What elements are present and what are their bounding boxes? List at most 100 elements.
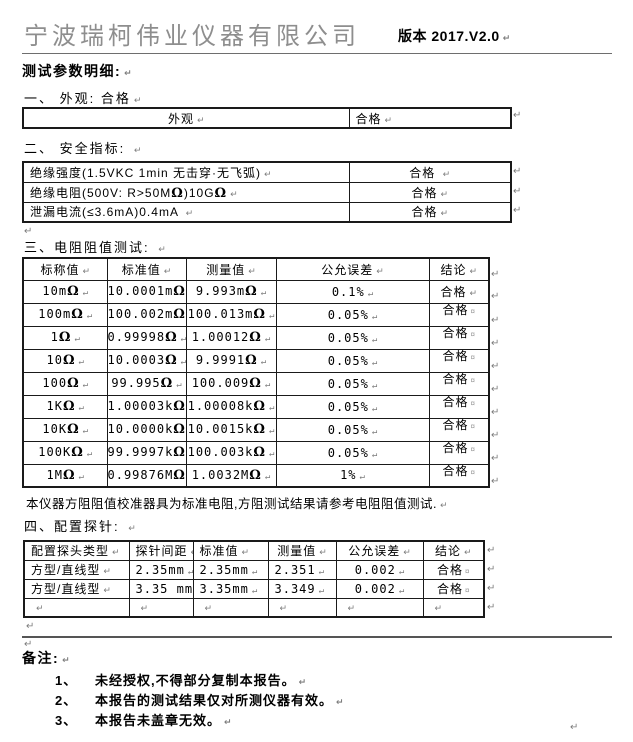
standard-cell: 99.9997kΩ↵: [106, 440, 187, 465]
paragraph-mark: ↵: [491, 361, 500, 372]
conclusion-cell: 合格 ¤: [428, 463, 490, 488]
column-header: 结论 ↵: [422, 540, 485, 561]
empty-cell: ↵: [335, 597, 424, 618]
column-header: 配置探头类型 ↵: [23, 540, 130, 561]
nominal-cell: 10KΩ ↵: [22, 417, 108, 442]
conclusion-cell: 合格 ¤: [428, 440, 490, 465]
table-row: 100KΩ↵ 99.9997kΩ↵ 100.003kΩ↵ 0.05%↵ 合格¤: [22, 440, 490, 465]
paragraph-mark: ↵: [513, 166, 522, 177]
safety-item-cell: 绝缘强度(1.5VKC 1min 无击穿·无飞弧) ↵: [22, 161, 350, 183]
nominal-cell: 10Ω ↵: [22, 348, 108, 373]
paragraph-mark: ↵: [491, 430, 500, 441]
tolerance-cell: 0.1% ↵: [275, 279, 430, 304]
measured-cell: 2.351 ↵: [267, 559, 337, 580]
tolerance-cell: 1% ↵: [275, 463, 430, 488]
table-header-row: 配置探头类型↵ 探针间距↵ 标准值↵ 测量值↵ 公允误差↵ 结论↵: [23, 540, 485, 561]
standard-cell: 99.995Ω ↵: [106, 371, 187, 396]
safety-result-cell: 合格 ↵: [348, 161, 512, 183]
appearance-table: 外观 ↵ 合格 ↵: [22, 107, 512, 129]
paragraph-mark: ↵: [487, 564, 496, 575]
column-header: 标准值 ↵: [106, 257, 187, 281]
paragraph-mark: ↵: [24, 639, 33, 650]
appearance-result-cell: 合格 ↵: [348, 107, 512, 129]
measured-cell: 3.349 ↵: [267, 578, 337, 599]
table-header-row: 标称值 ↵ 标准值 ↵ 测量值 ↵ 公允误差 ↵ 结论 ↵: [22, 257, 490, 281]
measured-cell: 100.003kΩ ↵: [185, 440, 277, 465]
tolerance-cell: 0.05% ↵: [275, 325, 430, 350]
paragraph-mark: ↵: [26, 621, 35, 632]
table-row: 10Ω ↵ 10.0003Ω ↵ 9.9991Ω ↵ 0.05% ↵ 合格 ¤: [22, 348, 490, 373]
paragraph-mark: ↵: [491, 453, 500, 464]
tolerance-cell: 0.002 ↵: [335, 559, 424, 580]
safety-table: 绝缘强度(1.5VKC 1min 无击穿·无飞弧) ↵ 合格 ↵ 绝缘电阻(500…: [22, 161, 512, 223]
version-label: 版本 2017.V2.0 ↵: [398, 28, 511, 44]
table-row: ↵ ↵ ↵ ↵ ↵ ↵: [23, 597, 485, 618]
table-row: 10KΩ↵ 10.0000kΩ↵ 10.0015kΩ↵ 0.05%↵ 合格¤: [22, 417, 490, 442]
table-row: 100mΩ↵ 100.002mΩ↵ 100.013mΩ↵ 0.05%↵ 合格¤: [22, 302, 490, 327]
remark-number: 1、: [55, 673, 78, 688]
table-row: 泄漏电流(≤3.6mA)0.4mA ↵ 合格 ↵: [22, 201, 512, 223]
paragraph-mark: ↵: [570, 722, 579, 733]
probe-type-cell: 方型/直线型 ↵: [23, 578, 130, 599]
paragraph-mark: ↵: [491, 291, 500, 302]
table-row: 1KΩ↵ 1.00003kΩ↵ 1.00008kΩ↵ 0.05%↵ 合格¤: [22, 394, 490, 419]
standard-cell: 3.35mm ↵: [192, 578, 269, 599]
paragraph-mark: ↵: [513, 186, 522, 197]
tolerance-cell: 0.05% ↵: [275, 302, 430, 327]
conclusion-cell: 合格 ¤: [422, 559, 485, 580]
tolerance-cell: 0.05% ↵: [275, 394, 430, 419]
standard-cell: 100.002mΩ↵: [106, 302, 187, 327]
table-row: 方型/直线型↵ 3.35 mm↵ 3.35mm↵ 3.349↵ 0.002↵ 合…: [23, 578, 485, 599]
section-4-heading: 四、配置探针: ↵: [24, 519, 136, 534]
paragraph-mark: ↵: [487, 583, 496, 594]
standard-cell: 0.99876MΩ↵: [106, 463, 187, 488]
conclusion-cell: 合格 ¤: [428, 302, 490, 327]
measured-cell: 10.0015kΩ ↵: [185, 417, 277, 442]
column-header: 公允误差 ↵: [335, 540, 424, 561]
conclusion-cell: 合格 ¤: [428, 371, 490, 396]
probe-spacing-cell: 2.35mm ↵: [128, 559, 194, 580]
nominal-cell: 100Ω ↵: [22, 371, 108, 396]
conclusion-cell: 合格 ↵: [428, 279, 490, 304]
standard-cell: 10.0001mΩ↵: [106, 279, 187, 304]
doc-title: 测试参数明细: ↵: [22, 63, 132, 79]
paragraph-mark: ↵: [513, 110, 522, 121]
note-text: 本仪器方阻阻值校准器具为标准电阻,方阻测试结果请参考电阻阻值测试. ↵: [26, 497, 448, 511]
nominal-cell: 1MΩ ↵: [22, 463, 108, 488]
empty-cell: ↵: [23, 597, 130, 618]
remark-text: 未经授权,不得部分复制本报告。 ↵: [95, 673, 307, 688]
table-row: 1MΩ↵ 0.99876MΩ↵ 1.0032MΩ↵ 1%↵ 合格¤: [22, 463, 490, 488]
table-row: 外观 ↵ 合格 ↵: [22, 107, 512, 129]
nominal-cell: 1Ω ↵: [22, 325, 108, 350]
section-3-heading: 三、电阻阻值测试: ↵: [24, 240, 166, 255]
safety-result-cell: 合格 ↵: [348, 181, 512, 203]
column-header: 结论 ↵: [428, 257, 490, 281]
tolerance-cell: 0.05% ↵: [275, 440, 430, 465]
measured-cell: 1.00012Ω ↵: [185, 325, 277, 350]
safety-item-cell: 绝缘电阻(500V: R>50MΩ)10GΩ ↵: [22, 181, 350, 203]
standard-cell: 10.0000kΩ↵: [106, 417, 187, 442]
company-name: 宁波瑞柯伟业仪器有限公司: [24, 23, 360, 50]
remark-text: 本报告未盖章无效。 ↵: [95, 713, 232, 728]
safety-item-cell: 泄漏电流(≤3.6mA)0.4mA ↵: [22, 201, 350, 223]
footer-divider: [22, 636, 612, 638]
paragraph-mark: ↵: [487, 545, 496, 556]
column-header: 测量值 ↵: [185, 257, 277, 281]
probe-table: 配置探头类型↵ 探针间距↵ 标准值↵ 测量值↵ 公允误差↵ 结论↵ 方型/直线型…: [23, 540, 485, 618]
nominal-cell: 1KΩ ↵: [22, 394, 108, 419]
standard-cell: 10.0003Ω ↵: [106, 348, 187, 373]
table-row: 方型/直线型 ↵ 2.35mm ↵ 2.35mm ↵ 2.351 ↵ 0.002 ↵ 合格…: [23, 559, 485, 580]
appearance-label-cell: 外观 ↵: [22, 107, 350, 129]
column-header: 标称值 ↵: [22, 257, 108, 281]
table-row: 1Ω ↵ 0.99998Ω ↵ 1.00012Ω ↵ 0.05% ↵ 合格 ¤: [22, 325, 490, 350]
paragraph-mark: ↵: [491, 269, 500, 280]
conclusion-cell: 合格 ¤: [428, 417, 490, 442]
conclusion-cell: 合格 ¤: [428, 348, 490, 373]
standard-cell: 0.99998Ω ↵: [106, 325, 187, 350]
section-1-heading: 一、 外观: 合格 ↵: [24, 91, 142, 106]
table-row: 100Ω ↵ 99.995Ω ↵ 100.009Ω ↵ 0.05% ↵ 合格 ¤: [22, 371, 490, 396]
paragraph-mark: ↵: [487, 602, 496, 613]
column-header: 探针间距↵: [128, 540, 194, 561]
empty-cell: ↵: [128, 597, 194, 618]
